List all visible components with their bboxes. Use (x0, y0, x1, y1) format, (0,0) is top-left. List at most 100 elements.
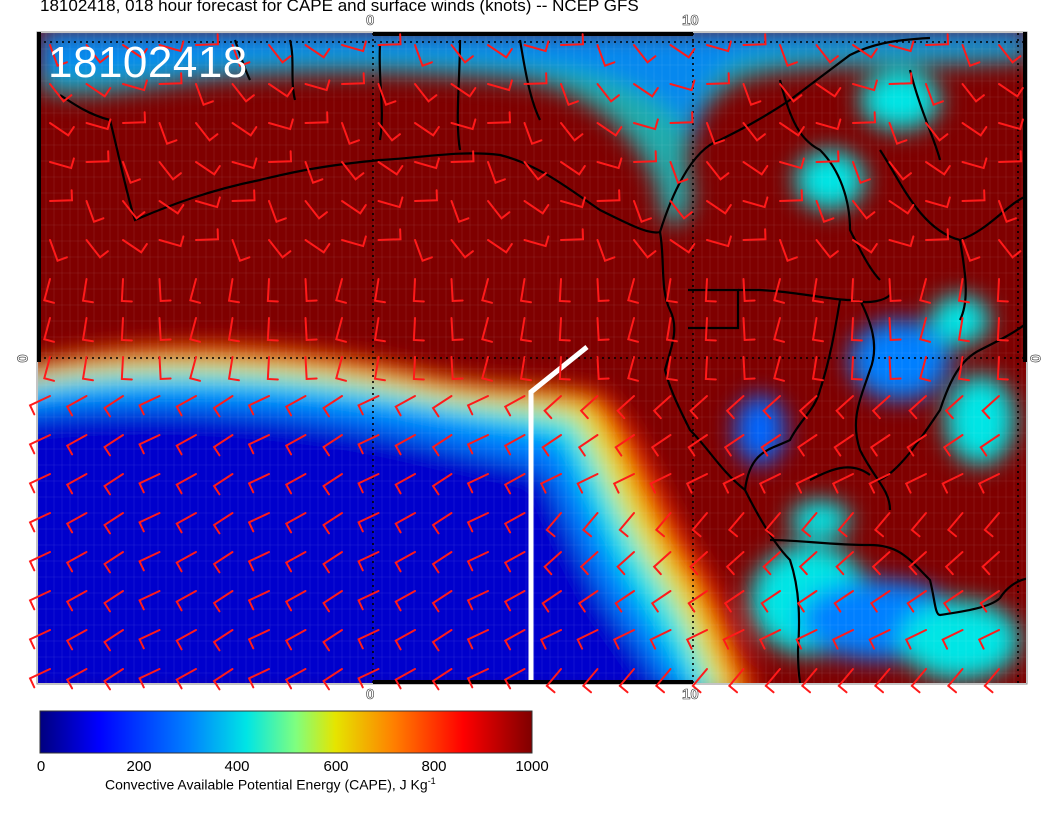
wind-barb-79 (961, 122, 988, 137)
wind-barb-122 (560, 196, 586, 209)
wind-barb-269 (981, 395, 1000, 420)
wind-barb-387 (357, 590, 380, 611)
wind-barb-325 (65, 512, 88, 534)
wind-barb-95 (560, 161, 586, 176)
wind-barb-94 (523, 161, 547, 181)
wind-barb-77 (888, 122, 908, 145)
wind-barb-151 (633, 239, 657, 259)
wind-barb-371 (762, 551, 781, 576)
wind-barb-447 (581, 668, 599, 694)
wind-barb-3 (158, 40, 185, 53)
wind-barb-67 (523, 122, 543, 145)
wind-barb-157 (852, 239, 878, 254)
wind-barb-235 (742, 356, 756, 381)
wind-barb-25 (961, 44, 981, 67)
wind-barb-408 (138, 629, 161, 650)
wind-barb-394 (614, 590, 635, 613)
wind-barb-44 (669, 79, 696, 92)
wind-barb-426 (795, 629, 818, 650)
wind-barb-330 (247, 512, 270, 533)
wind-barb-385 (284, 590, 307, 612)
wind-barb-0 (49, 44, 68, 67)
colorbar-tick-800: 800 (421, 758, 447, 775)
wind-barb-430 (941, 629, 964, 650)
wind-barb-285 (577, 434, 599, 457)
wind-barb-116 (341, 200, 367, 215)
wind-barb-148 (523, 235, 550, 248)
wind-barb-314 (649, 473, 672, 494)
wind-barb-341 (654, 512, 672, 538)
wind-barb-364 (503, 551, 526, 573)
wind-barb-405 (28, 629, 51, 650)
wind-barb-139 (195, 228, 220, 241)
wind-barb-193 (189, 317, 201, 343)
wind-barb-365 (543, 551, 562, 576)
wind-barb-245 (103, 395, 124, 418)
wind-barb-277 (284, 434, 307, 456)
wind-barb-48 (815, 83, 842, 98)
wind-barb-339 (581, 512, 599, 538)
wind-barb-32 (231, 83, 255, 103)
wind-barb-313 (612, 473, 635, 494)
wind-barb-274 (175, 434, 197, 456)
wind-barb-423 (685, 629, 708, 650)
wind-barb-320 (868, 473, 891, 494)
wind-barb-120 (487, 200, 511, 220)
wind-barb-350 (983, 512, 1000, 538)
wind-barb-240 (919, 356, 931, 382)
wind-barb-242 (996, 356, 1009, 381)
wind-barb-105 (925, 161, 951, 176)
wind-barb-164 (120, 278, 133, 303)
wind-barb-435 (138, 668, 161, 689)
wind-barb-28 (85, 83, 112, 98)
wind-barb-421 (612, 629, 635, 650)
wind-barb-288 (687, 434, 708, 457)
wind-barbs (28, 33, 1024, 694)
wind-barb-169 (304, 278, 318, 303)
wind-barb-42 (596, 83, 620, 103)
wind-barb-80 (998, 118, 1024, 131)
lon-tick-bottom-10: 10 (682, 686, 699, 704)
wind-barb-280 (394, 434, 416, 456)
wind-barb-12 (487, 44, 513, 59)
wind-barb-375 (908, 551, 927, 576)
wind-barb-146 (450, 239, 474, 259)
wind-barb-432 (28, 668, 51, 689)
wind-barb-84 (158, 161, 182, 181)
wind-barb-85 (195, 161, 221, 176)
wind-barb-109 (85, 200, 105, 223)
wind-barb-133 (961, 189, 986, 202)
wind-barb-26 (998, 44, 1022, 64)
wind-barb-187 (957, 278, 970, 304)
wind-barb-251 (322, 395, 343, 418)
wind-barb-194 (227, 317, 240, 343)
wind-barb-374 (871, 551, 891, 576)
wind-barb-217 (81, 356, 94, 382)
wind-barb-453 (800, 668, 818, 694)
wind-barb-229 (519, 356, 532, 382)
wind-barb-254 (431, 395, 453, 418)
wind-barb-198 (373, 317, 386, 343)
wind-barb-202 (519, 317, 532, 343)
wind-barb-31 (195, 83, 214, 106)
wind-barb-436 (175, 668, 197, 690)
wind-barb-400 (833, 590, 854, 613)
wind-barb-75 (815, 118, 842, 131)
wind-barb-403 (942, 590, 964, 613)
wind-barb-376 (944, 551, 964, 576)
wind-barb-131 (888, 200, 915, 215)
wind-barb-241 (957, 356, 970, 382)
wind-barb-110 (122, 200, 146, 220)
wind-barb-260 (652, 395, 672, 420)
wind-barb-90 (377, 161, 404, 176)
wind-barb-201 (481, 317, 493, 343)
wind-barb-354 (138, 551, 161, 572)
wind-barb-11 (450, 44, 474, 64)
wind-barb-286 (614, 434, 635, 457)
wind-barb-35 (341, 72, 366, 85)
wind-barb-417 (466, 629, 489, 650)
wind-barb-257 (543, 395, 562, 420)
wind-barb-200 (450, 317, 464, 342)
wind-barb-279 (357, 434, 380, 455)
wind-barb-361 (394, 551, 416, 573)
